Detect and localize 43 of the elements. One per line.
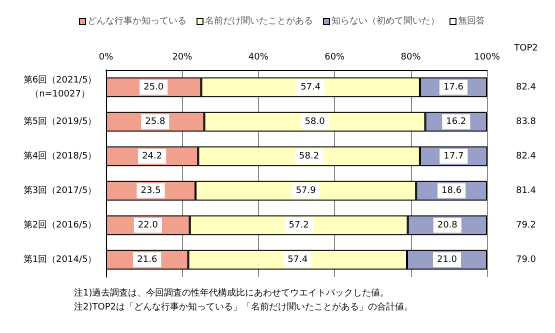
- text: 注1)過去調査は、今回調査の性年代構成比にあわせてウエイトバックした値。: [74, 288, 390, 298]
- y-tick-label: 第1回（2014/5）: [23, 254, 97, 265]
- y-tick-label: 第5回（2019/5）: [23, 116, 97, 127]
- x-tick-label: 20%: [172, 52, 193, 62]
- data-label: 20.8: [437, 220, 458, 230]
- data-label: 21.6: [137, 254, 158, 265]
- data-label: 57.2: [288, 220, 309, 230]
- data-label: 58.2: [299, 151, 320, 162]
- y-tick-label: 第4回（2018/5）: [23, 150, 97, 162]
- data-label: 22.0: [138, 220, 158, 230]
- data-label: 57.4: [300, 82, 321, 92]
- data-label: 25.8: [145, 116, 166, 127]
- data-label: 21.0: [436, 254, 458, 265]
- y-tick-label: 第6回（2021/5）（n=10027）: [23, 74, 97, 100]
- legend-label: 知らない（初めて聞いた）: [332, 16, 440, 26]
- data-label: 58.0: [304, 116, 326, 127]
- data-label: 25.0: [144, 82, 164, 92]
- data-label: 17.7: [444, 151, 464, 162]
- x-tick-label: 0%: [98, 52, 114, 62]
- text: 注2)TOP2は「どんな行事か知っている」「名前だけ聞いたことがある」の合計値。: [74, 302, 413, 312]
- y-tick-label: 第2回（2016/5）: [23, 219, 97, 230]
- y-tick-label: 第3回（2017/5）: [23, 184, 97, 196]
- legend-label: 名前だけ聞いたことがある: [205, 16, 313, 26]
- text: 83.8: [516, 116, 536, 127]
- data-label: 18.6: [442, 186, 462, 196]
- data-label: 23.5: [140, 186, 161, 196]
- data-label: 24.2: [142, 151, 162, 162]
- text: 82.4: [516, 82, 536, 92]
- legend-label: どんな行事か知っている: [88, 16, 186, 26]
- text: 79.2: [516, 220, 536, 230]
- legend-label: 無回答: [458, 16, 485, 26]
- data-label: 57.4: [288, 254, 308, 265]
- data-label: 16.2: [446, 116, 466, 127]
- data-label: 17.6: [443, 82, 464, 92]
- x-tick-label: 60%: [324, 52, 346, 62]
- data-label: 57.9: [296, 186, 316, 196]
- x-tick-label: 80%: [400, 52, 422, 62]
- text: TOP2: [513, 44, 538, 54]
- text: 81.4: [516, 186, 536, 196]
- x-tick-label: 100%: [474, 52, 500, 62]
- x-tick-label: 40%: [248, 52, 269, 62]
- text: 82.4: [516, 151, 536, 162]
- text: 79.0: [516, 254, 536, 265]
